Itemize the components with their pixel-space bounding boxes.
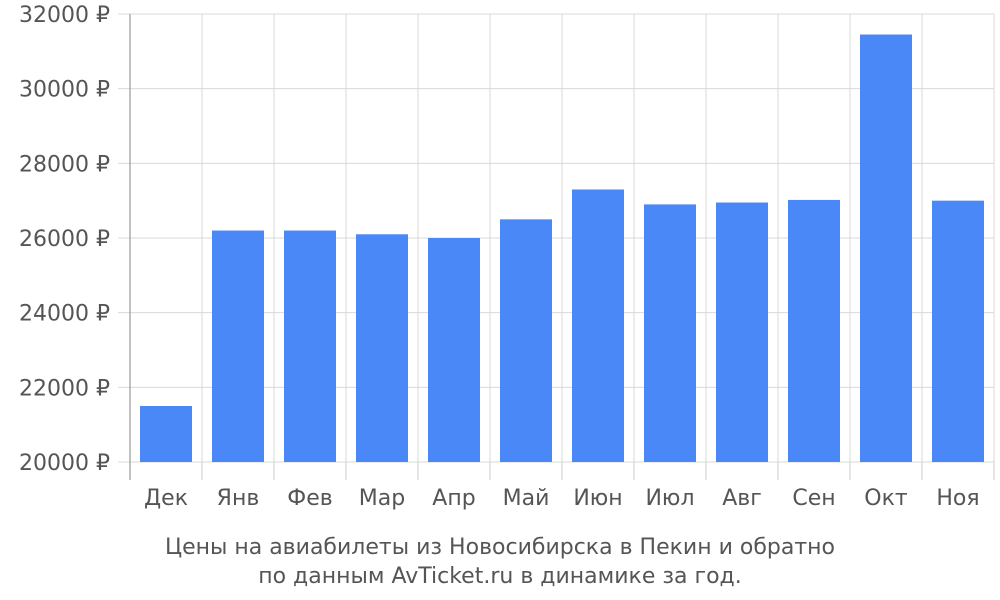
y-tick-label: 22000 ₽	[19, 376, 110, 401]
y-tick-label: 24000 ₽	[19, 302, 110, 327]
y-tick-label: 20000 ₽	[19, 451, 110, 476]
bar-Окт	[860, 34, 912, 463]
bar-Май	[500, 219, 552, 462]
x-tick-label: Ноя	[936, 486, 979, 511]
y-tick-label: 30000 ₽	[19, 78, 110, 103]
y-tick-label: 32000 ₽	[19, 3, 110, 28]
x-tick-label: Июн	[573, 486, 622, 511]
x-tick-label: Июл	[645, 486, 694, 511]
x-tick-label: Фев	[287, 486, 332, 511]
bar-Июл	[644, 204, 696, 462]
x-tick-label: Окт	[864, 486, 908, 511]
bar-Авг	[716, 202, 768, 463]
x-tick-label: Авг	[722, 486, 762, 511]
y-tick-label: 28000 ₽	[19, 152, 110, 177]
chart-caption-line-1: Цены на авиабилеты из Новосибирска в Пек…	[164, 535, 835, 560]
y-tick-label: 26000 ₽	[19, 227, 110, 252]
x-tick-label: Дек	[144, 486, 188, 511]
x-tick-label: Май	[503, 486, 550, 511]
x-tick-label: Мар	[359, 486, 405, 511]
x-tick-label: Сен	[792, 486, 835, 511]
bar-Ноя	[932, 200, 984, 462]
bar-Янв	[212, 230, 264, 462]
chart-caption-line-2: по данным AvTicket.ru в динамике за год.	[258, 564, 742, 589]
bar-Июн	[572, 189, 624, 462]
bar-Мар	[356, 234, 408, 462]
bar-chart: 20000 ₽ 22000 ₽ 24000 ₽ 26000 ₽ 28000 ₽ 30000…	[19, 3, 995, 511]
x-tick-label: Апр	[432, 486, 475, 511]
bar-Фев	[284, 230, 336, 462]
bar-Дек	[140, 406, 192, 462]
bar-Апр	[428, 238, 480, 462]
x-tick-label: Янв	[217, 486, 260, 511]
bar-Сен	[788, 199, 840, 463]
